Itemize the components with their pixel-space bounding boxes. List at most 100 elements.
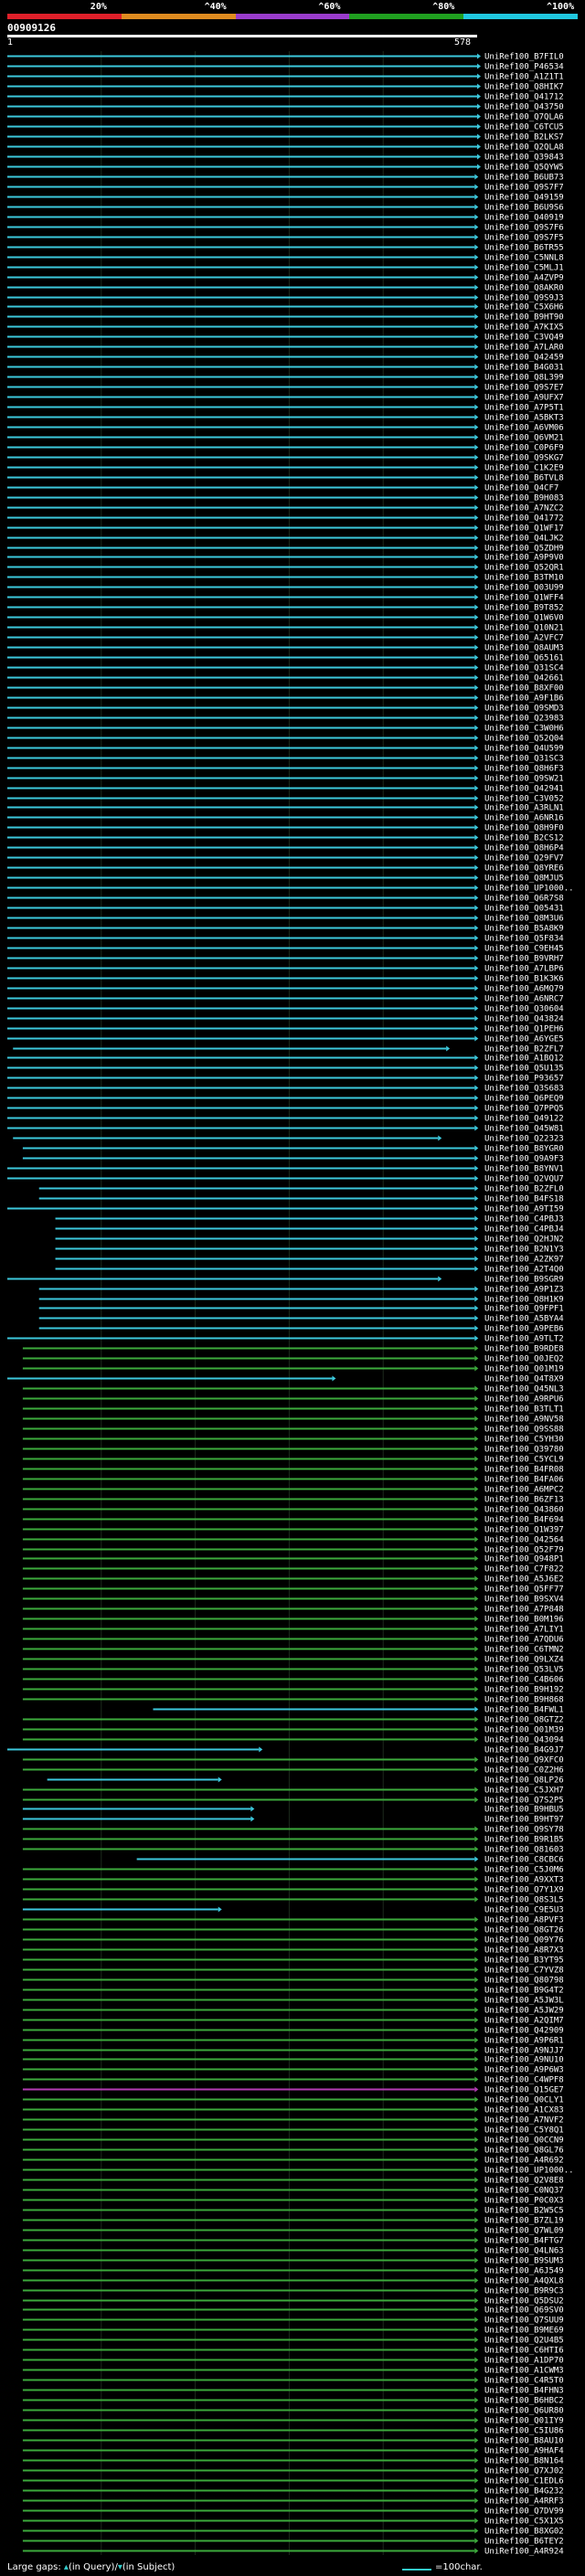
hit-label[interactable]: UniRef100_Q1WFF4: [484, 594, 564, 603]
hit-label[interactable]: UniRef100_P0C0X3: [484, 2197, 564, 2206]
hit-label[interactable]: UniRef100_A7NVF2: [484, 2116, 564, 2125]
hit-label[interactable]: UniRef100_Q45W81: [484, 1125, 564, 1134]
hit-label[interactable]: UniRef100_C5YCL9: [484, 1456, 564, 1465]
hit-label[interactable]: UniRef100_A1DP70: [484, 2357, 564, 2366]
hit-label[interactable]: UniRef100_B4FHN3: [484, 2387, 564, 2396]
hit-label[interactable]: UniRef100_Q01M39: [484, 1726, 564, 1735]
hit-label[interactable]: UniRef100_C7F822: [484, 1565, 564, 1574]
hit-label[interactable]: UniRef100_Q7Y1X9: [484, 1886, 564, 1895]
hit-label[interactable]: UniRef100_A9F1B6: [484, 694, 564, 704]
hit-label[interactable]: UniRef100_B2ZFL7: [484, 1045, 564, 1055]
hit-label[interactable]: UniRef100_Q22323: [484, 1135, 564, 1144]
hit-label[interactable]: UniRef100_Q8S3L5: [484, 1896, 564, 1905]
hit-label[interactable]: UniRef100_C3W0H6: [484, 725, 564, 734]
hit-label[interactable]: UniRef100_Q43824: [484, 1015, 564, 1024]
hit-label[interactable]: UniRef100_A7KIX5: [484, 323, 564, 333]
hit-label[interactable]: UniRef100_B6U9S6: [484, 204, 564, 213]
hit-label[interactable]: UniRef100_B8N164: [484, 2457, 564, 2466]
hit-label[interactable]: UniRef100_P46534: [484, 63, 564, 72]
hit-label[interactable]: UniRef100_Q5QYW5: [484, 164, 564, 173]
hit-label[interactable]: UniRef100_A9UFX7: [484, 394, 564, 403]
hit-label[interactable]: UniRef100_B4FS18: [484, 1195, 564, 1204]
hit-label[interactable]: UniRef100_Q10N21: [484, 624, 564, 633]
hit-label[interactable]: UniRef100_B6TEY2: [484, 2538, 564, 2547]
hit-label[interactable]: UniRef100_Q8L399: [484, 374, 564, 383]
hit-label[interactable]: UniRef100_B9HT90: [484, 313, 564, 323]
hit-label[interactable]: UniRef100_A6NRC7: [484, 995, 564, 1004]
hit-label[interactable]: UniRef100_C0Z2H6: [484, 1766, 564, 1776]
hit-label[interactable]: UniRef100_Q30604: [484, 1005, 564, 1014]
hit-label[interactable]: UniRef100_Q5U135: [484, 1065, 564, 1074]
hit-label[interactable]: UniRef100_C1K2E9: [484, 464, 564, 473]
hit-label[interactable]: UniRef100_Q65161: [484, 654, 564, 663]
hit-label[interactable]: UniRef100_B6UB73: [484, 174, 564, 183]
hit-label[interactable]: UniRef100_B4FTG7: [484, 2237, 564, 2246]
hit-label[interactable]: UniRef100_B4FA06: [484, 1476, 564, 1485]
hit-label[interactable]: UniRef100_C4WPF8: [484, 2076, 564, 2085]
hit-label[interactable]: UniRef100_A1BQ12: [484, 1055, 564, 1064]
hit-label[interactable]: UniRef100_Q52QR1: [484, 564, 564, 573]
hit-label[interactable]: UniRef100_C7YVZ8: [484, 1966, 564, 1976]
hit-label[interactable]: UniRef100_B4G232: [484, 2487, 564, 2496]
hit-label[interactable]: UniRef100_Q2VQU7: [484, 1175, 564, 1184]
hit-label[interactable]: UniRef100_A4R924: [484, 2548, 564, 2557]
hit-label[interactable]: UniRef100_A5BYA4: [484, 1315, 564, 1324]
hit-label[interactable]: UniRef100_Q42564: [484, 1536, 564, 1545]
hit-label[interactable]: UniRef100_Q8H9F0: [484, 824, 564, 833]
hit-label[interactable]: UniRef100_Q01M19: [484, 1365, 564, 1374]
hit-label[interactable]: UniRef100_C6TMN2: [484, 1646, 564, 1655]
hit-label[interactable]: UniRef100_Q7XJ02: [484, 2467, 564, 2476]
hit-label[interactable]: UniRef100_Q1W6V0: [484, 614, 564, 623]
hit-label[interactable]: UniRef100_Q6PEQ9: [484, 1095, 564, 1104]
hit-label[interactable]: UniRef100_A9TI59: [484, 1205, 564, 1214]
hit-label[interactable]: UniRef100_Q05431: [484, 905, 564, 914]
hit-label[interactable]: UniRef100_C9EH45: [484, 945, 564, 954]
hit-label[interactable]: UniRef100_B9H868: [484, 1696, 564, 1705]
hit-label[interactable]: UniRef100_Q8MJU5: [484, 875, 564, 884]
hit-label[interactable]: UniRef100_Q2HJN2: [484, 1235, 564, 1245]
hit-label[interactable]: UniRef100_Q1W397: [484, 1526, 564, 1535]
hit-label[interactable]: UniRef100_Q9S7F5: [484, 234, 564, 243]
hit-label[interactable]: UniRef100_B3TLT1: [484, 1405, 564, 1415]
hit-label[interactable]: UniRef100_Q2U4B5: [484, 2337, 564, 2346]
hit-label[interactable]: UniRef100_Q42941: [484, 785, 564, 794]
hit-label[interactable]: UniRef100_Q2QLA8: [484, 143, 564, 153]
hit-label[interactable]: UniRef100_Q4LN63: [484, 2247, 564, 2256]
hit-label[interactable]: UniRef100_A1Z1T1: [484, 73, 564, 82]
hit-label[interactable]: UniRef100_UP1000..: [484, 885, 574, 894]
hit-label[interactable]: UniRef100_A3RLN1: [484, 804, 564, 813]
hit-label[interactable]: UniRef100_B8AU10: [484, 2437, 564, 2446]
hit-label[interactable]: UniRef100_Q4LJK2: [484, 535, 564, 544]
hit-label[interactable]: UniRef100_A9HAF4: [484, 2447, 564, 2456]
hit-label[interactable]: UniRef100_C5Y8Q1: [484, 2126, 564, 2136]
hit-label[interactable]: UniRef100_B8XG02: [484, 2528, 564, 2537]
hit-label[interactable]: UniRef100_A4RRF3: [484, 2497, 564, 2507]
hit-label[interactable]: UniRef100_B7FIL0: [484, 53, 564, 62]
hit-label[interactable]: UniRef100_UP1000..: [484, 2167, 574, 2176]
hit-label[interactable]: UniRef100_Q03U99: [484, 584, 564, 593]
hit-label[interactable]: UniRef100_Q29FV7: [484, 854, 564, 864]
hit-label[interactable]: UniRef100_A9P6W3: [484, 2066, 564, 2075]
hit-label[interactable]: UniRef100_Q52Q04: [484, 735, 564, 744]
hit-label[interactable]: UniRef100_Q9FPF1: [484, 1305, 564, 1314]
hit-label[interactable]: UniRef100_Q09Y76: [484, 1936, 564, 1945]
hit-label[interactable]: UniRef100_Q5FF77: [484, 1585, 564, 1595]
hit-label[interactable]: UniRef100_Q31SC3: [484, 755, 564, 764]
hit-label[interactable]: UniRef100_A9RPU6: [484, 1395, 564, 1405]
hit-label[interactable]: UniRef100_B9H083: [484, 494, 564, 504]
hit-label[interactable]: UniRef100_Q39780: [484, 1446, 564, 1455]
hit-label[interactable]: UniRef100_Q6UR80: [484, 2407, 564, 2416]
hit-label[interactable]: UniRef100_Q4U599: [484, 745, 564, 754]
hit-label[interactable]: UniRef100_Q2V8E8: [484, 2177, 564, 2186]
hit-label[interactable]: UniRef100_C3VQ49: [484, 334, 564, 343]
hit-label[interactable]: UniRef100_Q42909: [484, 2027, 564, 2036]
hit-label[interactable]: UniRef100_C4R5T0: [484, 2377, 564, 2386]
hit-label[interactable]: UniRef100_C9E5U3: [484, 1906, 564, 1915]
hit-label[interactable]: UniRef100_Q5ZDH9: [484, 545, 564, 554]
hit-label[interactable]: UniRef100_B9HT97: [484, 1816, 564, 1825]
hit-label[interactable]: UniRef100_B9RDE8: [484, 1345, 564, 1354]
hit-label[interactable]: UniRef100_A6YGE5: [484, 1035, 564, 1044]
hit-label[interactable]: UniRef100_Q9SS88: [484, 1426, 564, 1435]
hit-label[interactable]: UniRef100_Q41772: [484, 514, 564, 524]
hit-label[interactable]: UniRef100_B4FWL1: [484, 1706, 564, 1715]
